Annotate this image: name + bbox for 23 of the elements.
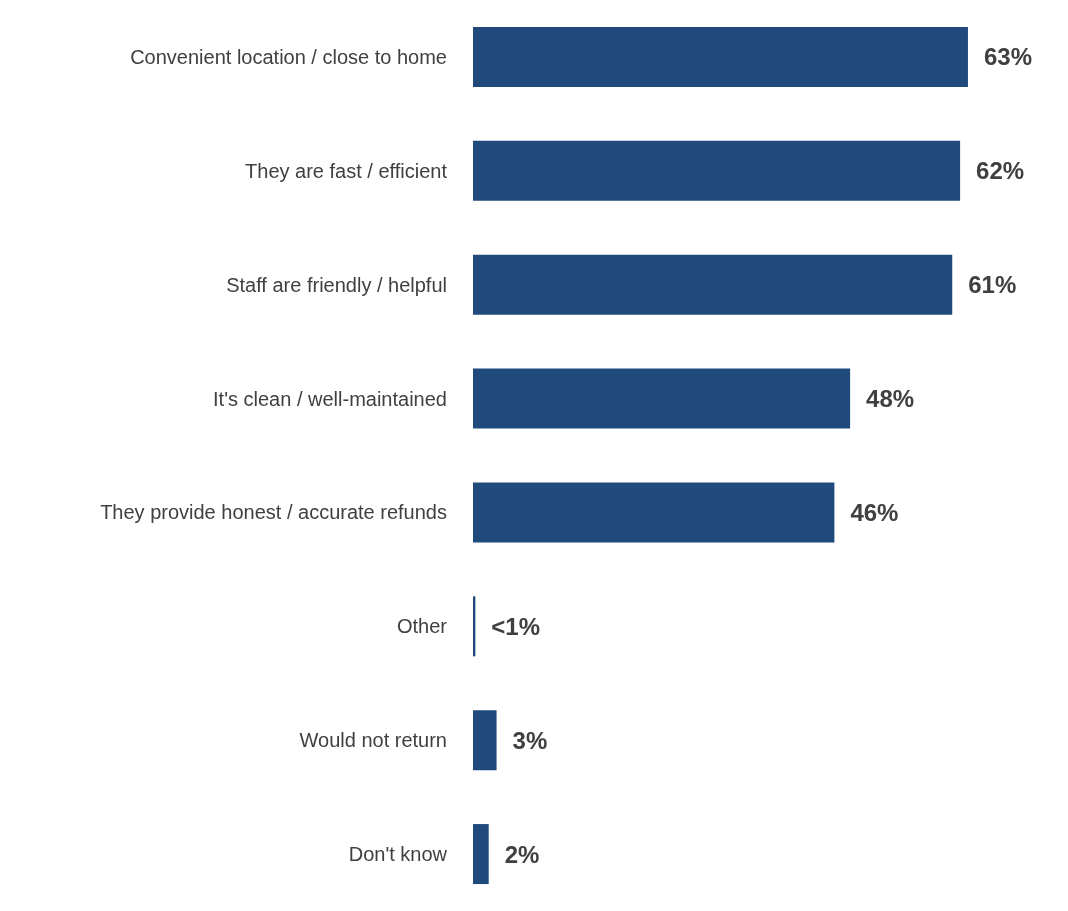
- data-label: 46%: [850, 498, 899, 526]
- bar: [473, 824, 489, 885]
- y-tick-label: Don't know: [348, 843, 448, 866]
- bar: [473, 368, 851, 429]
- data-label: 2%: [504, 840, 540, 868]
- y-tick-label: They provide honest / accurate refunds: [100, 501, 447, 524]
- bar: [473, 710, 497, 771]
- data-label: 63%: [983, 43, 1032, 71]
- data-label: 61%: [968, 271, 1017, 299]
- y-tick-label: Would not return: [299, 729, 447, 752]
- y-tick-label: Staff are friendly / helpful: [226, 273, 447, 296]
- bar: [473, 482, 835, 543]
- data-label: <1%: [491, 612, 541, 640]
- bar: [473, 254, 953, 315]
- data-label: 48%: [866, 385, 915, 413]
- y-tick-label: It's clean / well-maintained: [213, 387, 447, 410]
- bar: [473, 26, 968, 87]
- data-label: 3%: [512, 726, 548, 754]
- bar: [473, 140, 961, 201]
- y-tick-label: They are fast / efficient: [245, 159, 448, 182]
- data-label: 62%: [976, 157, 1025, 185]
- y-tick-label: Other: [396, 615, 448, 638]
- y-tick-label: Convenient location / close to home: [130, 45, 447, 68]
